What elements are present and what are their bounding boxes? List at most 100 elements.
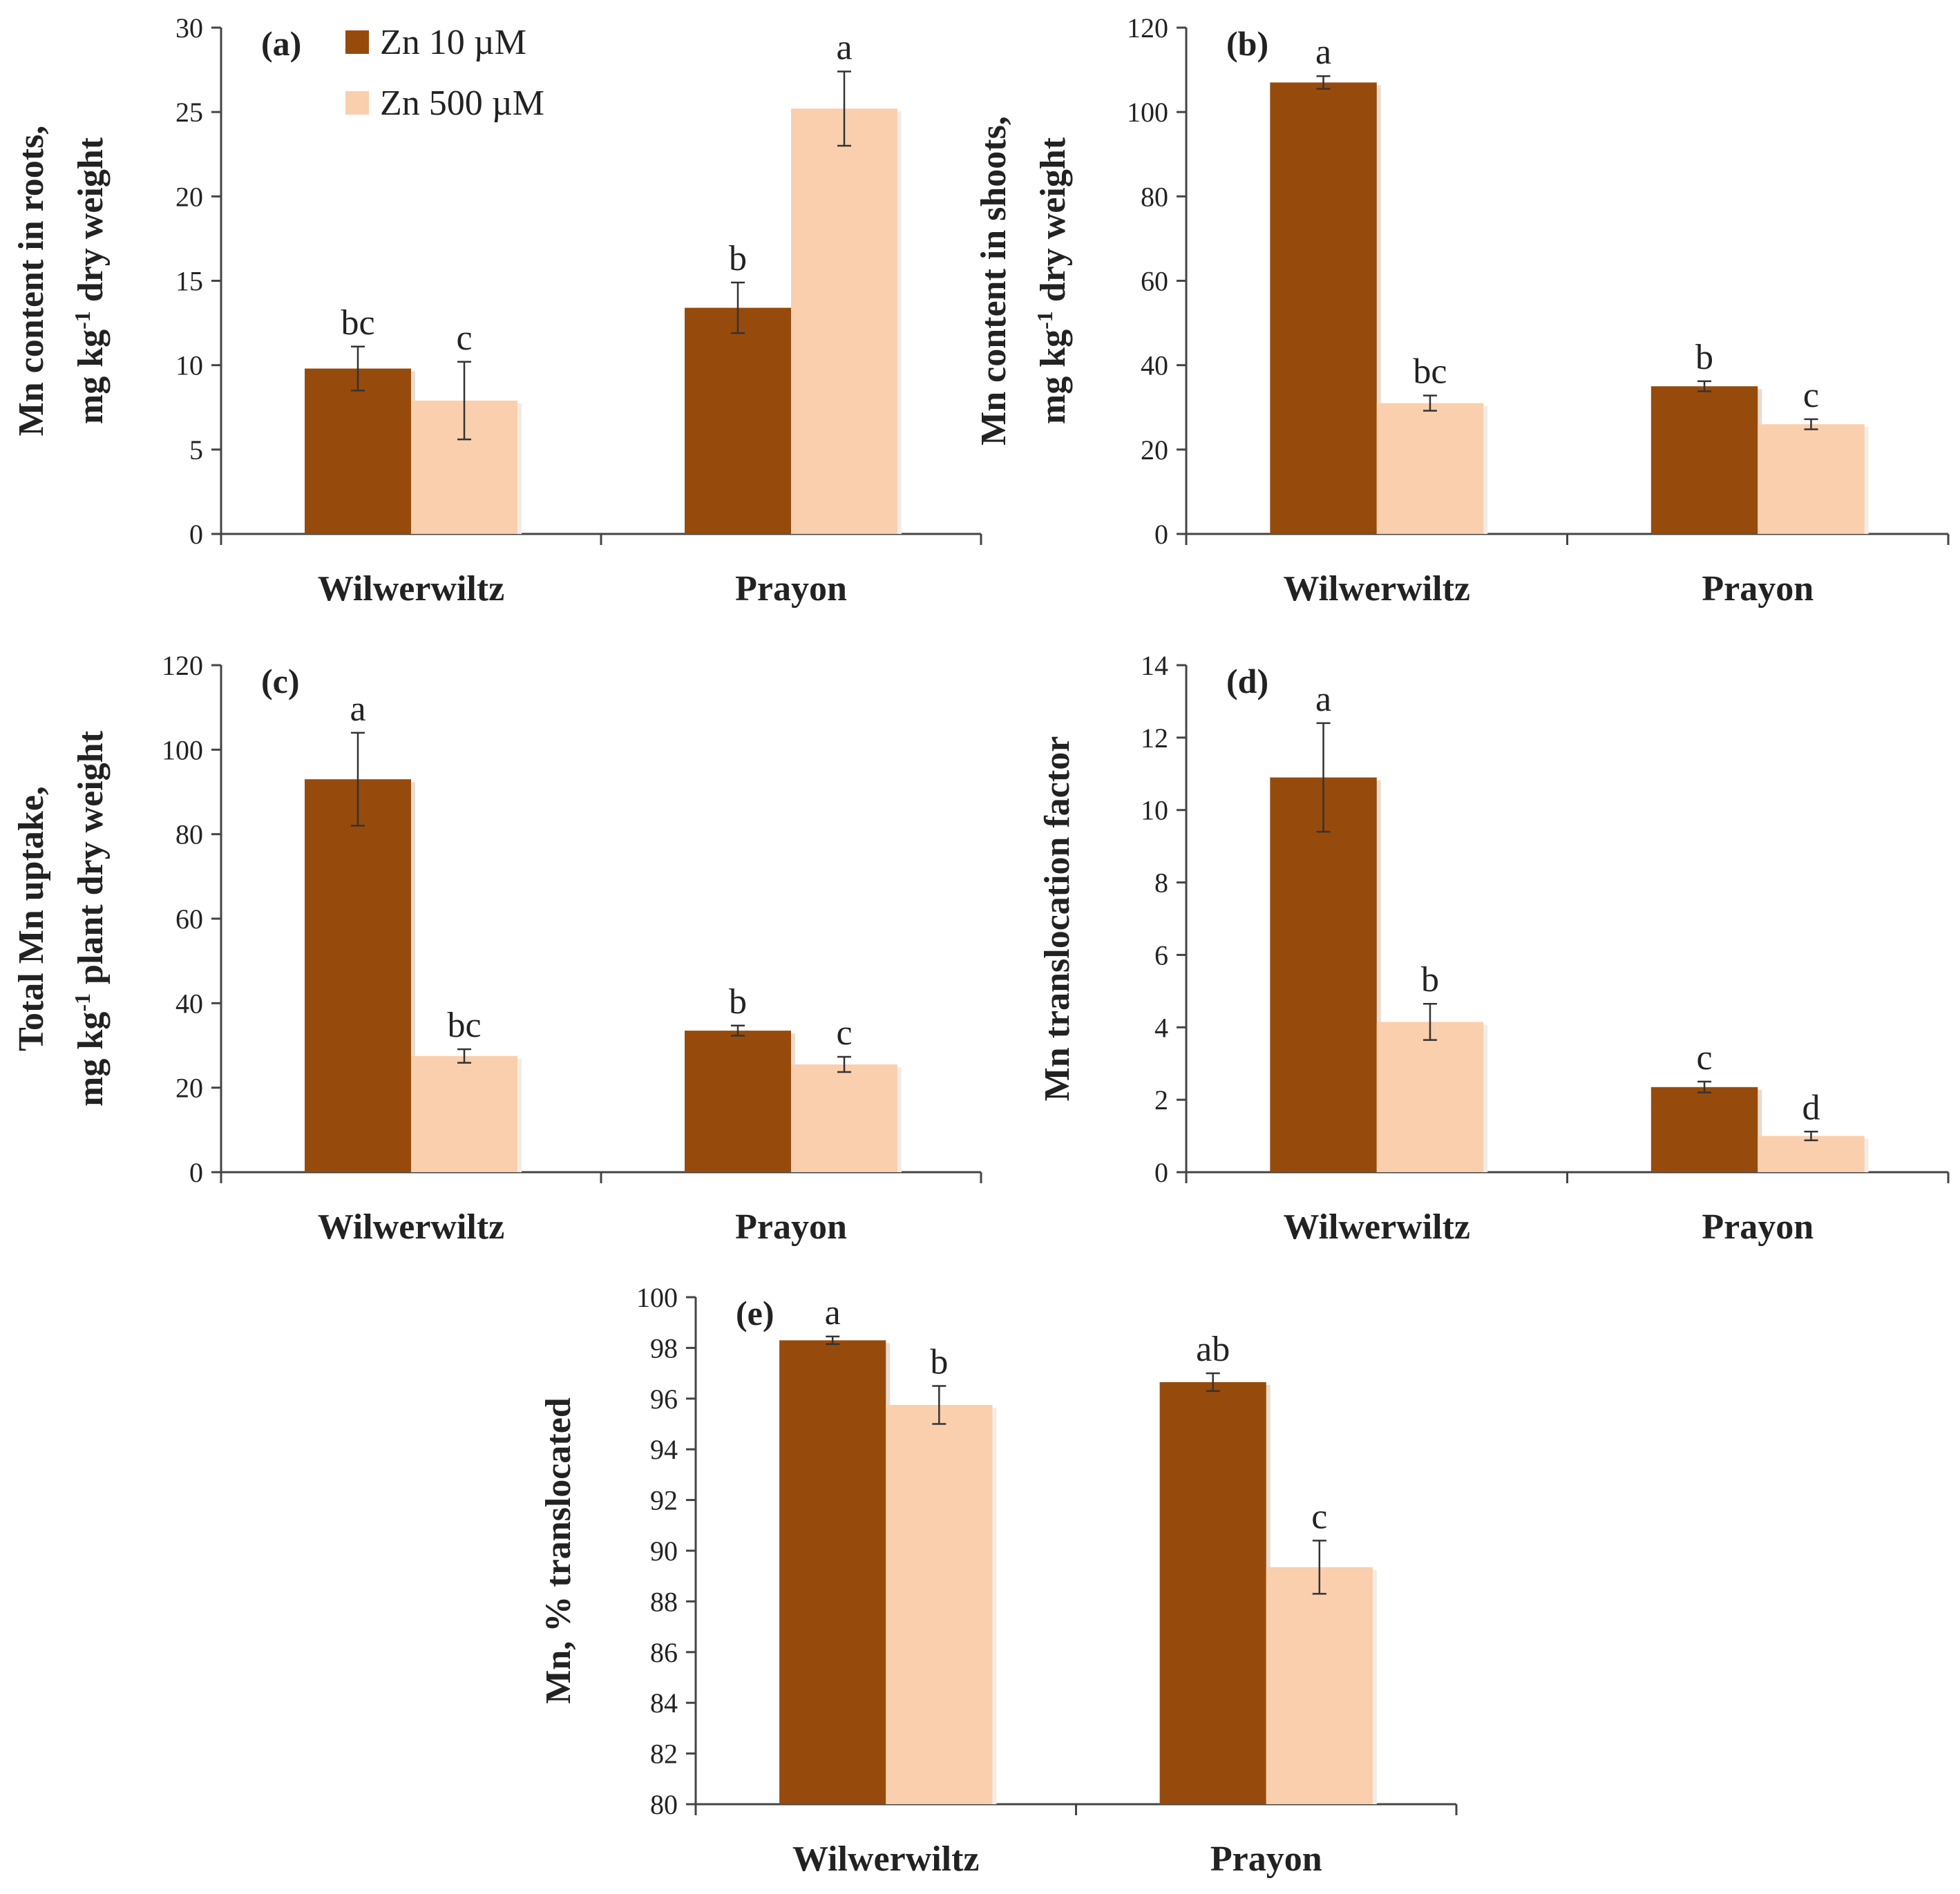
- y-tick-label: 10: [175, 350, 203, 381]
- y-tick-label: 100: [162, 734, 203, 765]
- bar-zn10-prayon: [1650, 386, 1758, 534]
- y-tick-label: 0: [1154, 1157, 1168, 1188]
- significance-letter: ab: [1196, 1330, 1230, 1369]
- y-axis-label: Mn translocation factor: [1038, 736, 1077, 1102]
- y-tick-label: 60: [175, 903, 203, 935]
- bar-zn10-wilwerwiltz: [779, 1340, 886, 1804]
- legend-label: Zn 500 µM: [380, 84, 544, 123]
- significance-letter: bc: [447, 1006, 481, 1045]
- y-tick-label: 0: [189, 519, 203, 550]
- error-bar: [1423, 1002, 1437, 1041]
- significance-letter: b: [729, 239, 747, 278]
- y-tick-label: 88: [650, 1586, 678, 1617]
- significance-letter: c: [1696, 1038, 1712, 1078]
- legend-swatch: [345, 30, 369, 54]
- significance-letter: c: [456, 318, 472, 358]
- y-tick-label: 82: [650, 1739, 678, 1770]
- significance-letter: b: [729, 982, 747, 1022]
- category-label: Prayon: [735, 1207, 847, 1247]
- y-axis-label: mg kg-1 dry weight: [70, 137, 111, 424]
- significance-letter: a: [350, 689, 365, 729]
- significance-letter: c: [1311, 1497, 1327, 1536]
- y-tick-label: 4: [1154, 1012, 1168, 1043]
- y-axis-label: mg kg-1 plant dry weight: [70, 730, 111, 1107]
- category-label: Wilwerwiltz: [792, 1839, 980, 1879]
- bar-zn10-wilwerwiltz: [305, 779, 411, 1172]
- significance-letter: c: [836, 1013, 852, 1053]
- significance-letter: a: [1315, 32, 1331, 72]
- significance-letter: b: [1695, 338, 1713, 377]
- y-tick-label: 80: [1141, 181, 1168, 212]
- category-label: Wilwerwiltz: [318, 1207, 505, 1247]
- y-tick-label: 15: [175, 266, 203, 297]
- error-bar: [1423, 394, 1437, 412]
- panel-e: 80 82 84 86 88 90 92 94 96 98 100 Wilwerwiltz Prayon…: [539, 1282, 1458, 1879]
- y-tick-label: 84: [650, 1687, 678, 1719]
- panel-d: 0 2 4 6 8 10 12 14 Wilwerwiltz Prayon a c b d (d) Mn tr…: [1038, 650, 1950, 1247]
- y-tick-label: 8: [1154, 868, 1168, 899]
- y-tick-label: 80: [650, 1789, 678, 1820]
- legend-swatch: [345, 91, 369, 115]
- y-tick-label: 92: [650, 1485, 678, 1516]
- error-bar: [1697, 1080, 1712, 1093]
- y-axis-label: Total Mn uptake,: [12, 786, 51, 1051]
- y-tick-label: 2: [1154, 1084, 1168, 1116]
- bar-zn500-wilwerwiltz: [411, 1055, 517, 1172]
- y-tick-label: 100: [1127, 97, 1168, 128]
- legend-item-zn10: Zn 10 µM: [345, 23, 526, 62]
- error-bar: [1316, 722, 1331, 833]
- panel-label: (a): [261, 24, 301, 63]
- significance-letter: b: [1421, 960, 1439, 999]
- bar-zn500-wilwerwiltz: [1376, 1022, 1484, 1172]
- error-bar: [351, 731, 365, 827]
- y-tick-label: 14: [1141, 650, 1168, 681]
- bar-zn500-prayon: [791, 1064, 897, 1172]
- legend: Zn 10 µM Zn 500 µM: [345, 23, 544, 123]
- y-axis-label: Mn content in shoots,: [974, 116, 1014, 446]
- error-bar: [837, 1055, 851, 1073]
- significance-letter: b: [930, 1342, 948, 1381]
- y-axis-label: mg kg-1 dry weight: [1032, 137, 1073, 424]
- y-tick-label: 98: [650, 1332, 678, 1364]
- significance-letter: a: [825, 1293, 841, 1332]
- category-label: Prayon: [1210, 1839, 1322, 1879]
- significance-letter: d: [1802, 1088, 1820, 1127]
- panel-c: 0 20 40 60 80 100 120 Wilwerwiltz Prayon a b bc c (c)…: [12, 650, 982, 1247]
- panel-label: (e): [736, 1294, 774, 1332]
- panel-label: (d): [1226, 662, 1268, 700]
- error-bar: [1804, 1131, 1818, 1142]
- error-bar: [826, 1335, 840, 1346]
- bar-zn10-prayon: [685, 1031, 791, 1172]
- y-tick-label: 0: [1154, 519, 1168, 550]
- legend-item-zn500: Zn 500 µM: [345, 84, 544, 123]
- error-bar: [837, 70, 851, 147]
- significance-letter: c: [1803, 376, 1819, 415]
- bar-zn10-prayon: [1650, 1087, 1758, 1172]
- error-bar: [457, 361, 471, 441]
- category-label: Prayon: [735, 569, 847, 609]
- y-tick-label: 100: [636, 1282, 678, 1313]
- bar-zn10-wilwerwiltz: [1270, 777, 1377, 1172]
- bar-zn500-prayon: [1266, 1567, 1373, 1804]
- error-bar: [1804, 418, 1818, 430]
- significance-letter: bc: [1413, 352, 1447, 392]
- panel-label: (b): [1226, 24, 1268, 63]
- y-tick-label: 96: [650, 1384, 678, 1415]
- category-label: Prayon: [1702, 1207, 1814, 1247]
- bar-zn500-prayon: [791, 108, 897, 534]
- error-bar: [932, 1385, 946, 1425]
- y-axis-label: Mn content in roots,: [12, 126, 51, 437]
- panel-b: 0 20 40 60 80 100 120 Wilwerwiltz Prayon a b bc c (b)…: [974, 12, 1950, 609]
- y-tick-label: 12: [1141, 723, 1168, 754]
- y-axis-label: Mn, % translocated: [539, 1397, 578, 1703]
- y-tick-label: 5: [189, 434, 203, 466]
- y-tick-label: 6: [1154, 939, 1168, 970]
- category-label: Wilwerwiltz: [1283, 1207, 1470, 1247]
- y-tick-label: 40: [175, 988, 203, 1019]
- error-bar: [457, 1048, 471, 1064]
- error-bar: [1312, 1540, 1326, 1595]
- error-bar: [1206, 1372, 1220, 1393]
